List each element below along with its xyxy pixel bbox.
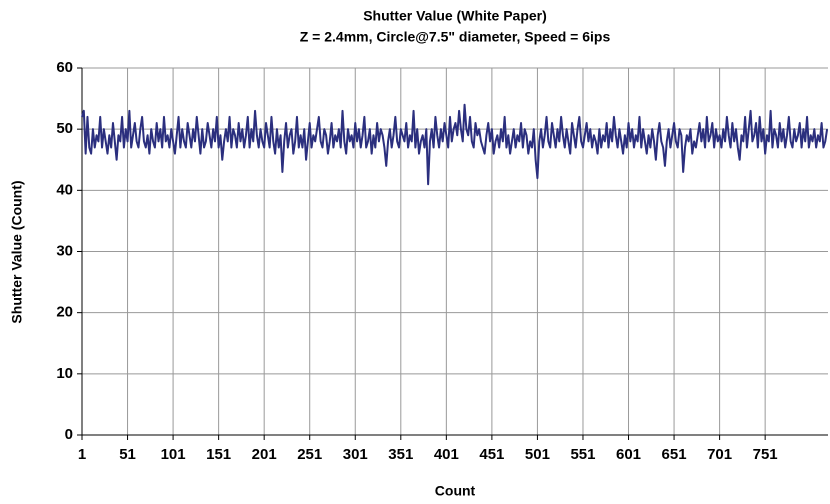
x-tick-label: 501 (525, 446, 550, 463)
x-tick-label: 301 (343, 446, 368, 463)
x-tick-label: 701 (707, 446, 732, 463)
x-tick-label: 351 (388, 446, 413, 463)
x-tick-label: 1 (78, 446, 86, 463)
y-tick-label: 50 (56, 120, 73, 137)
x-tick-label: 551 (570, 446, 595, 463)
x-tick-label: 51 (119, 446, 136, 463)
data-line (81, 103, 829, 186)
x-tick-label: 751 (753, 446, 778, 463)
y-tick-label: 20 (56, 304, 73, 321)
y-tick-label: 40 (56, 181, 73, 198)
x-tick-label: 451 (479, 446, 504, 463)
y-tick-label: 0 (65, 426, 73, 443)
y-tick-label: 10 (56, 365, 73, 382)
y-tick-label: 30 (56, 242, 73, 259)
x-tick-label: 151 (206, 446, 231, 463)
y-tick-label: 60 (56, 59, 73, 76)
x-tick-label: 401 (434, 446, 459, 463)
chart-title: Shutter Value (White Paper) (363, 8, 547, 24)
x-tick-label: 251 (297, 446, 322, 463)
x-tick-label: 651 (662, 446, 687, 463)
x-tick-label: 601 (616, 446, 641, 463)
x-tick-label: 101 (161, 446, 186, 463)
x-axis-title: Count (435, 483, 476, 499)
y-axis-title: Shutter Value (Count) (9, 180, 25, 323)
chart-subtitle: Z = 2.4mm, Circle@7.5" diameter, Speed =… (300, 29, 611, 45)
x-tick-label: 201 (252, 446, 277, 463)
